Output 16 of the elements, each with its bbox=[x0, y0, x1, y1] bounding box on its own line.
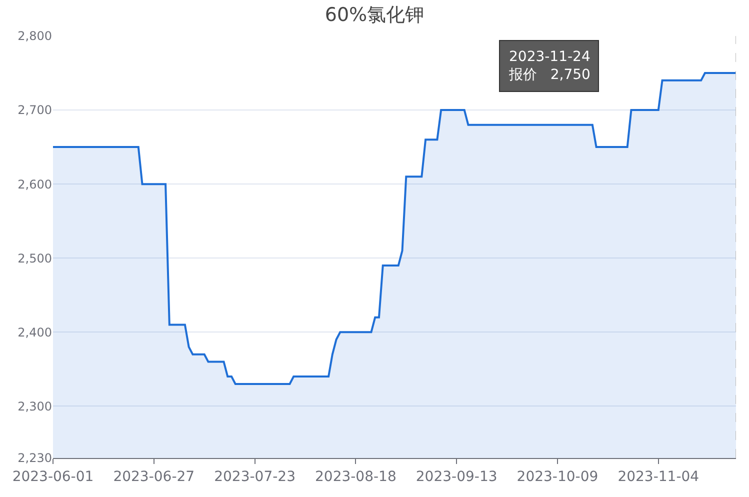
chart-title: 60%氯化钾 bbox=[324, 4, 424, 26]
y-tick-label: 2,300 bbox=[18, 399, 52, 414]
x-tick-label: 2023-09-13 bbox=[416, 468, 498, 485]
y-tick-label: 2,230 bbox=[18, 451, 52, 466]
y-tick-label: 2,800 bbox=[18, 29, 52, 44]
x-tick-label: 2023-10-09 bbox=[516, 468, 598, 485]
annotation: 2023-11-24 报价 2,750 bbox=[508, 49, 590, 84]
x-tick-label: 2023-07-23 bbox=[214, 468, 296, 485]
y-tick-label: 2,700 bbox=[18, 103, 52, 118]
x-tick-label: 2023-11-04 bbox=[618, 468, 700, 485]
x-tick-label: 2023-06-27 bbox=[113, 468, 195, 485]
x-tick-label: 2023-06-01 bbox=[12, 468, 94, 485]
y-tick-label: 2,600 bbox=[18, 177, 52, 192]
x-tick-label: 2023-08-18 bbox=[315, 468, 396, 485]
y-tick-label: 2,400 bbox=[18, 325, 52, 340]
y-tick-label: 2,500 bbox=[18, 251, 52, 266]
